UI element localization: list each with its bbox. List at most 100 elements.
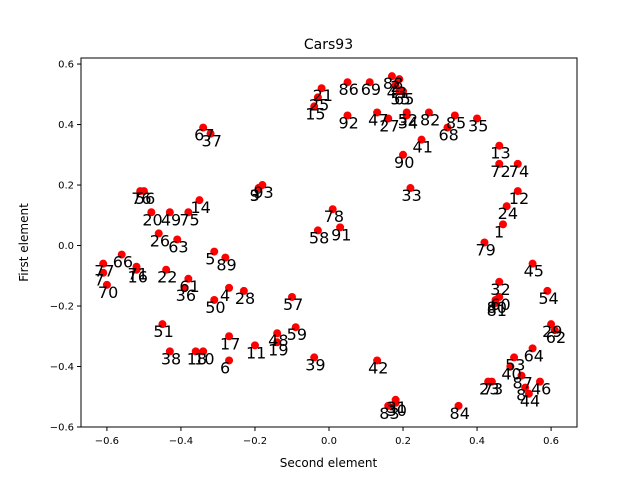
data-point xyxy=(158,320,167,329)
data-point xyxy=(210,247,219,256)
data-point xyxy=(495,159,504,168)
point-label: 13 xyxy=(490,144,510,163)
point-label: 65 xyxy=(394,89,414,108)
point-label: 80 xyxy=(487,298,507,317)
point-label: 84 xyxy=(450,404,470,423)
point-label: 22 xyxy=(157,268,177,287)
point-label: 34 xyxy=(398,113,418,132)
point-label: 71 xyxy=(128,265,148,284)
point-label: 51 xyxy=(153,322,173,341)
point-label: 79 xyxy=(475,241,495,260)
point-label: 19 xyxy=(268,340,288,359)
point-label: 21 xyxy=(313,86,333,105)
x-tick-label: −0.2 xyxy=(243,436,267,447)
point-label: 58 xyxy=(309,228,329,247)
data-point xyxy=(199,123,208,132)
data-point xyxy=(225,283,234,292)
data-point xyxy=(524,389,533,398)
data-point xyxy=(273,329,282,338)
data-point xyxy=(195,196,204,205)
data-point xyxy=(184,274,193,283)
data-point xyxy=(184,208,193,217)
point-label: 43 xyxy=(387,83,407,102)
point-label: 7 xyxy=(94,271,104,290)
point-label: 2 xyxy=(390,77,400,96)
point-label: 33 xyxy=(401,186,421,205)
data-point xyxy=(291,323,300,332)
point-label: 55 xyxy=(390,89,410,108)
points-layer xyxy=(99,72,559,410)
data-point xyxy=(406,184,415,193)
x-tick-label: 0.6 xyxy=(543,436,559,447)
point-label: 5 xyxy=(205,250,215,269)
data-point xyxy=(424,108,433,117)
data-point xyxy=(535,377,544,386)
data-point xyxy=(480,238,489,247)
point-label: 69 xyxy=(361,80,381,99)
point-label: 86 xyxy=(339,80,359,99)
point-label: 83 xyxy=(379,404,399,423)
y-axis-label: First element xyxy=(17,203,31,282)
point-label: 38 xyxy=(161,349,181,368)
data-point xyxy=(273,338,282,347)
data-point xyxy=(317,84,326,93)
data-point xyxy=(502,202,511,211)
data-point xyxy=(399,87,408,96)
point-label: 47 xyxy=(368,110,388,129)
x-axis-label: Second element xyxy=(280,456,378,470)
data-point xyxy=(99,268,108,277)
data-point xyxy=(384,401,393,410)
point-label: 50 xyxy=(205,298,225,317)
point-label: 37 xyxy=(202,132,222,151)
data-point xyxy=(239,286,248,295)
point-label: 39 xyxy=(305,355,325,374)
point-label: 25 xyxy=(309,95,329,114)
x-axis-ticks: −0.6 −0.4 −0.2 0.0 0.2 0.4 0.6 xyxy=(95,427,559,447)
data-point xyxy=(373,108,382,117)
data-point xyxy=(132,262,141,271)
point-label: 87 xyxy=(512,374,532,393)
point-label: 23 xyxy=(479,380,499,399)
point-label: 91 xyxy=(331,225,351,244)
point-label: 63 xyxy=(168,237,188,256)
point-label: 74 xyxy=(509,162,529,181)
point-label: 11 xyxy=(246,343,266,362)
data-point xyxy=(443,123,452,132)
data-point xyxy=(221,253,230,262)
data-point xyxy=(343,78,352,87)
data-point xyxy=(373,356,382,365)
point-label: 12 xyxy=(509,189,529,208)
data-point xyxy=(387,72,396,81)
point-label: 20 xyxy=(142,210,162,229)
data-point xyxy=(402,108,411,117)
data-point xyxy=(206,129,215,138)
data-point xyxy=(454,401,463,410)
point-label: 49 xyxy=(161,210,181,229)
y-tick-label: 0.6 xyxy=(58,60,74,71)
y-tick-label: 0.0 xyxy=(58,241,74,252)
data-point xyxy=(417,135,426,144)
point-label: 42 xyxy=(368,358,388,377)
point-label: 15 xyxy=(305,104,325,123)
data-point xyxy=(173,235,182,244)
data-point xyxy=(250,341,259,350)
point-label: 48 xyxy=(268,331,288,350)
point-label: 36 xyxy=(176,286,196,305)
data-point xyxy=(310,102,319,111)
data-point xyxy=(550,326,559,335)
y-tick-label: −0.4 xyxy=(50,362,74,373)
point-label: 72 xyxy=(490,162,510,181)
data-point xyxy=(258,181,267,190)
x-tick-label: 0.2 xyxy=(395,436,411,447)
point-label: 93 xyxy=(253,183,273,202)
point-label: 61 xyxy=(179,277,199,296)
point-label: 17 xyxy=(220,334,240,353)
point-label: 82 xyxy=(420,110,440,129)
point-label: 44 xyxy=(520,392,540,411)
data-point xyxy=(336,223,345,232)
data-point xyxy=(547,320,556,329)
point-label: 6 xyxy=(220,358,230,377)
